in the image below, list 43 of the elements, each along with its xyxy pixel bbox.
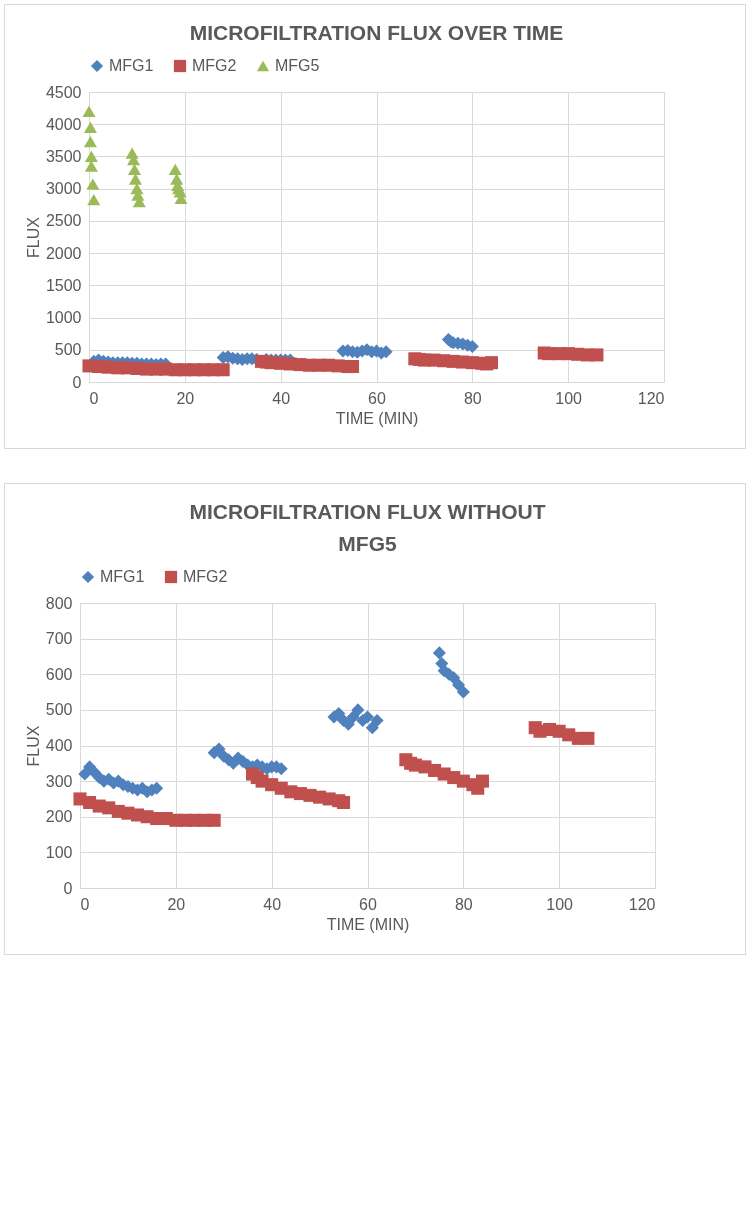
y-tick-label: 1500 [45,276,82,294]
x-tick-label: 100 [555,389,583,407]
x-tick-label: 60 [368,389,386,407]
y-tick-label: 0 [63,879,73,897]
y-tick-label: 4000 [45,115,82,133]
y-tick-label: 500 [54,341,82,359]
y-tick-label: 200 [45,808,73,826]
x-tick-label: 0 [89,389,99,407]
y-tick-label: 500 [45,701,73,719]
x-tick-label: 20 [176,389,195,407]
x-axis-title: TIME (MIN) [335,409,419,427]
legend-label: MFG5 [275,57,320,74]
x-tick-label: 80 [454,895,473,913]
legend-label: MFG1 [109,57,154,74]
y-tick-label: 1000 [45,309,82,327]
y-tick-label: 800 [45,594,73,612]
x-tick-label: 40 [272,389,291,407]
chart-title: MICROFILTRATION FLUX WITHOUT MFG5 [189,500,546,555]
y-tick-label: 100 [45,843,73,861]
y-axis-title: FLUX [24,725,42,767]
x-tick-label: 120 [637,389,665,407]
legend-label: MFG2 [183,568,228,585]
x-tick-label: 40 [263,895,282,913]
y-axis-title: FLUX [24,216,42,258]
y-tick-label: 4500 [45,83,82,101]
chart-title: MICROFILTRATION FLUX OVER TIME [189,21,564,44]
y-tick-label: 400 [45,737,73,754]
y-tick-label: 700 [45,630,73,648]
y-tick-label: 3500 [45,147,82,165]
legend-label: MFG1 [100,568,145,585]
legend-label: MFG2 [192,57,237,74]
y-tick-label: 300 [45,772,73,790]
y-tick-label: 0 [72,373,82,391]
y-tick-label: 3000 [45,180,82,198]
y-tick-label: 2000 [45,244,82,262]
x-axis-title: TIME (MIN) [326,915,410,933]
x-tick-label: 60 [359,895,377,913]
x-tick-label: 80 [463,389,482,407]
x-tick-label: 20 [167,895,186,913]
x-tick-label: 100 [546,895,574,913]
y-tick-label: 2500 [45,212,82,230]
y-tick-label: 600 [45,665,73,683]
x-tick-label: 120 [628,895,656,913]
